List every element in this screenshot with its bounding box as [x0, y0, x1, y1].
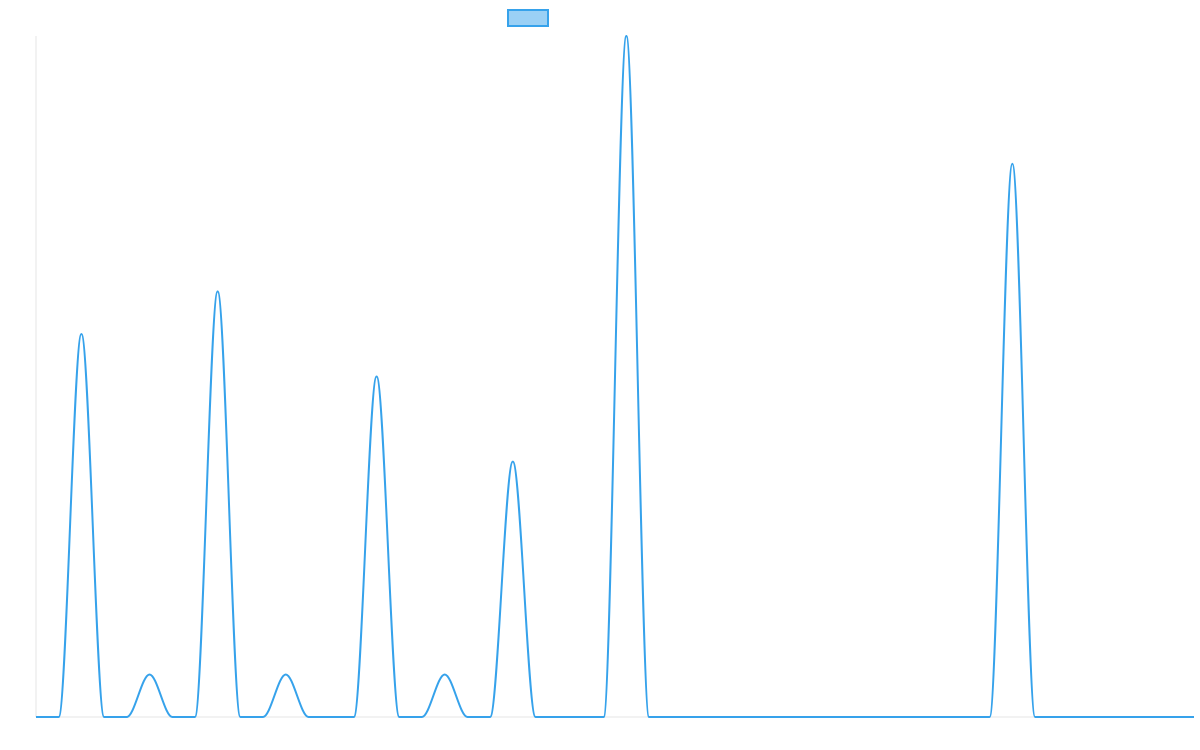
data-point[interactable]	[805, 714, 811, 720]
data-point[interactable]	[1100, 714, 1106, 720]
data-point[interactable]	[714, 714, 720, 720]
data-point[interactable]	[1168, 714, 1174, 720]
data-point[interactable]	[782, 714, 788, 720]
data-point[interactable]	[33, 714, 39, 720]
data-point[interactable]	[464, 714, 470, 720]
data-point[interactable]	[283, 671, 289, 677]
chart-axes	[35, 36, 1194, 718]
data-point[interactable]	[601, 714, 607, 720]
data-point[interactable]	[510, 459, 516, 465]
data-point[interactable]	[896, 714, 902, 720]
data-point[interactable]	[1009, 161, 1015, 167]
data-point[interactable]	[101, 714, 107, 720]
data-point[interactable]	[1146, 714, 1152, 720]
series-layer	[35, 35, 1194, 719]
data-point[interactable]	[737, 714, 743, 720]
data-point[interactable]	[646, 714, 652, 720]
legend-swatch[interactable]	[507, 9, 549, 27]
data-point[interactable]	[215, 288, 221, 294]
data-point[interactable]	[192, 714, 198, 720]
data-point[interactable]	[169, 714, 175, 720]
data-point[interactable]	[56, 714, 62, 720]
data-point[interactable]	[351, 714, 357, 720]
series-line-0	[35, 35, 1194, 719]
data-point[interactable]	[987, 714, 993, 720]
data-point[interactable]	[487, 714, 493, 720]
data-point[interactable]	[964, 714, 970, 720]
data-point[interactable]	[555, 714, 561, 720]
data-point[interactable]	[623, 33, 629, 39]
data-point[interactable]	[919, 714, 925, 720]
data-point[interactable]	[124, 714, 130, 720]
data-point[interactable]	[237, 714, 243, 720]
data-point[interactable]	[305, 714, 311, 720]
data-point[interactable]	[873, 714, 879, 720]
data-point[interactable]	[850, 714, 856, 720]
data-point[interactable]	[1077, 714, 1083, 720]
data-point[interactable]	[78, 331, 84, 337]
data-point[interactable]	[941, 714, 947, 720]
data-point[interactable]	[1191, 714, 1197, 720]
data-point[interactable]	[1123, 714, 1129, 720]
data-point[interactable]	[578, 714, 584, 720]
data-point[interactable]	[147, 671, 153, 677]
data-point[interactable]	[1032, 714, 1038, 720]
data-point[interactable]	[691, 714, 697, 720]
data-point[interactable]	[533, 714, 539, 720]
data-point[interactable]	[260, 714, 266, 720]
legend[interactable]	[507, 9, 549, 27]
data-point[interactable]	[1055, 714, 1061, 720]
data-point[interactable]	[328, 714, 334, 720]
data-point[interactable]	[760, 714, 766, 720]
data-point[interactable]	[442, 671, 448, 677]
data-point[interactable]	[374, 374, 380, 380]
data-point[interactable]	[396, 714, 402, 720]
data-point[interactable]	[828, 714, 834, 720]
data-point[interactable]	[419, 714, 425, 720]
data-point[interactable]	[669, 714, 675, 720]
